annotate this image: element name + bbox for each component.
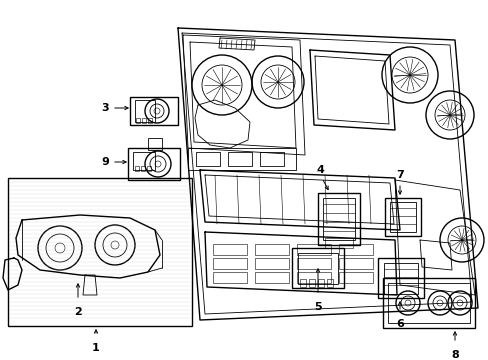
Bar — [187, 148, 295, 170]
Bar — [384, 198, 420, 236]
Bar — [325, 238, 352, 248]
Text: 9: 9 — [101, 157, 109, 167]
Bar — [326, 279, 332, 287]
Bar — [297, 253, 337, 284]
Text: 4: 4 — [315, 165, 323, 175]
Bar — [135, 166, 139, 171]
Bar — [141, 166, 145, 171]
Bar — [383, 263, 417, 294]
Bar — [299, 279, 305, 287]
Bar — [291, 248, 343, 288]
Bar — [148, 138, 162, 150]
Bar — [254, 244, 288, 255]
Text: 2: 2 — [74, 307, 81, 317]
Text: 1: 1 — [92, 343, 100, 353]
Bar — [213, 272, 246, 283]
Bar — [8, 178, 192, 326]
Bar — [338, 272, 372, 283]
Bar — [128, 148, 180, 180]
Bar — [296, 258, 330, 269]
Bar — [317, 279, 324, 287]
Bar — [135, 100, 155, 122]
Bar — [196, 152, 220, 166]
Bar — [308, 279, 314, 287]
Bar — [382, 278, 474, 328]
Bar — [260, 152, 284, 166]
Text: 3: 3 — [101, 103, 109, 113]
Text: 5: 5 — [314, 302, 321, 312]
Bar — [130, 97, 178, 125]
Bar — [323, 198, 354, 240]
Text: 8: 8 — [450, 350, 458, 360]
Bar — [387, 283, 469, 323]
Bar — [148, 118, 152, 123]
Bar — [254, 272, 288, 283]
Bar — [227, 152, 251, 166]
Bar — [389, 202, 415, 232]
Bar — [227, 152, 251, 166]
Text: 6: 6 — [395, 319, 403, 329]
Bar — [136, 118, 140, 123]
Bar — [213, 258, 246, 269]
Bar — [254, 258, 288, 269]
Bar — [147, 166, 151, 171]
Bar — [196, 152, 220, 166]
Bar — [338, 244, 372, 255]
Bar — [260, 152, 284, 166]
Bar — [296, 244, 330, 255]
Bar — [213, 244, 246, 255]
Bar — [296, 272, 330, 283]
Bar — [142, 118, 146, 123]
Bar — [133, 152, 155, 170]
Bar — [377, 258, 423, 298]
Text: 7: 7 — [395, 170, 403, 180]
Bar — [338, 258, 372, 269]
Bar — [317, 193, 359, 245]
